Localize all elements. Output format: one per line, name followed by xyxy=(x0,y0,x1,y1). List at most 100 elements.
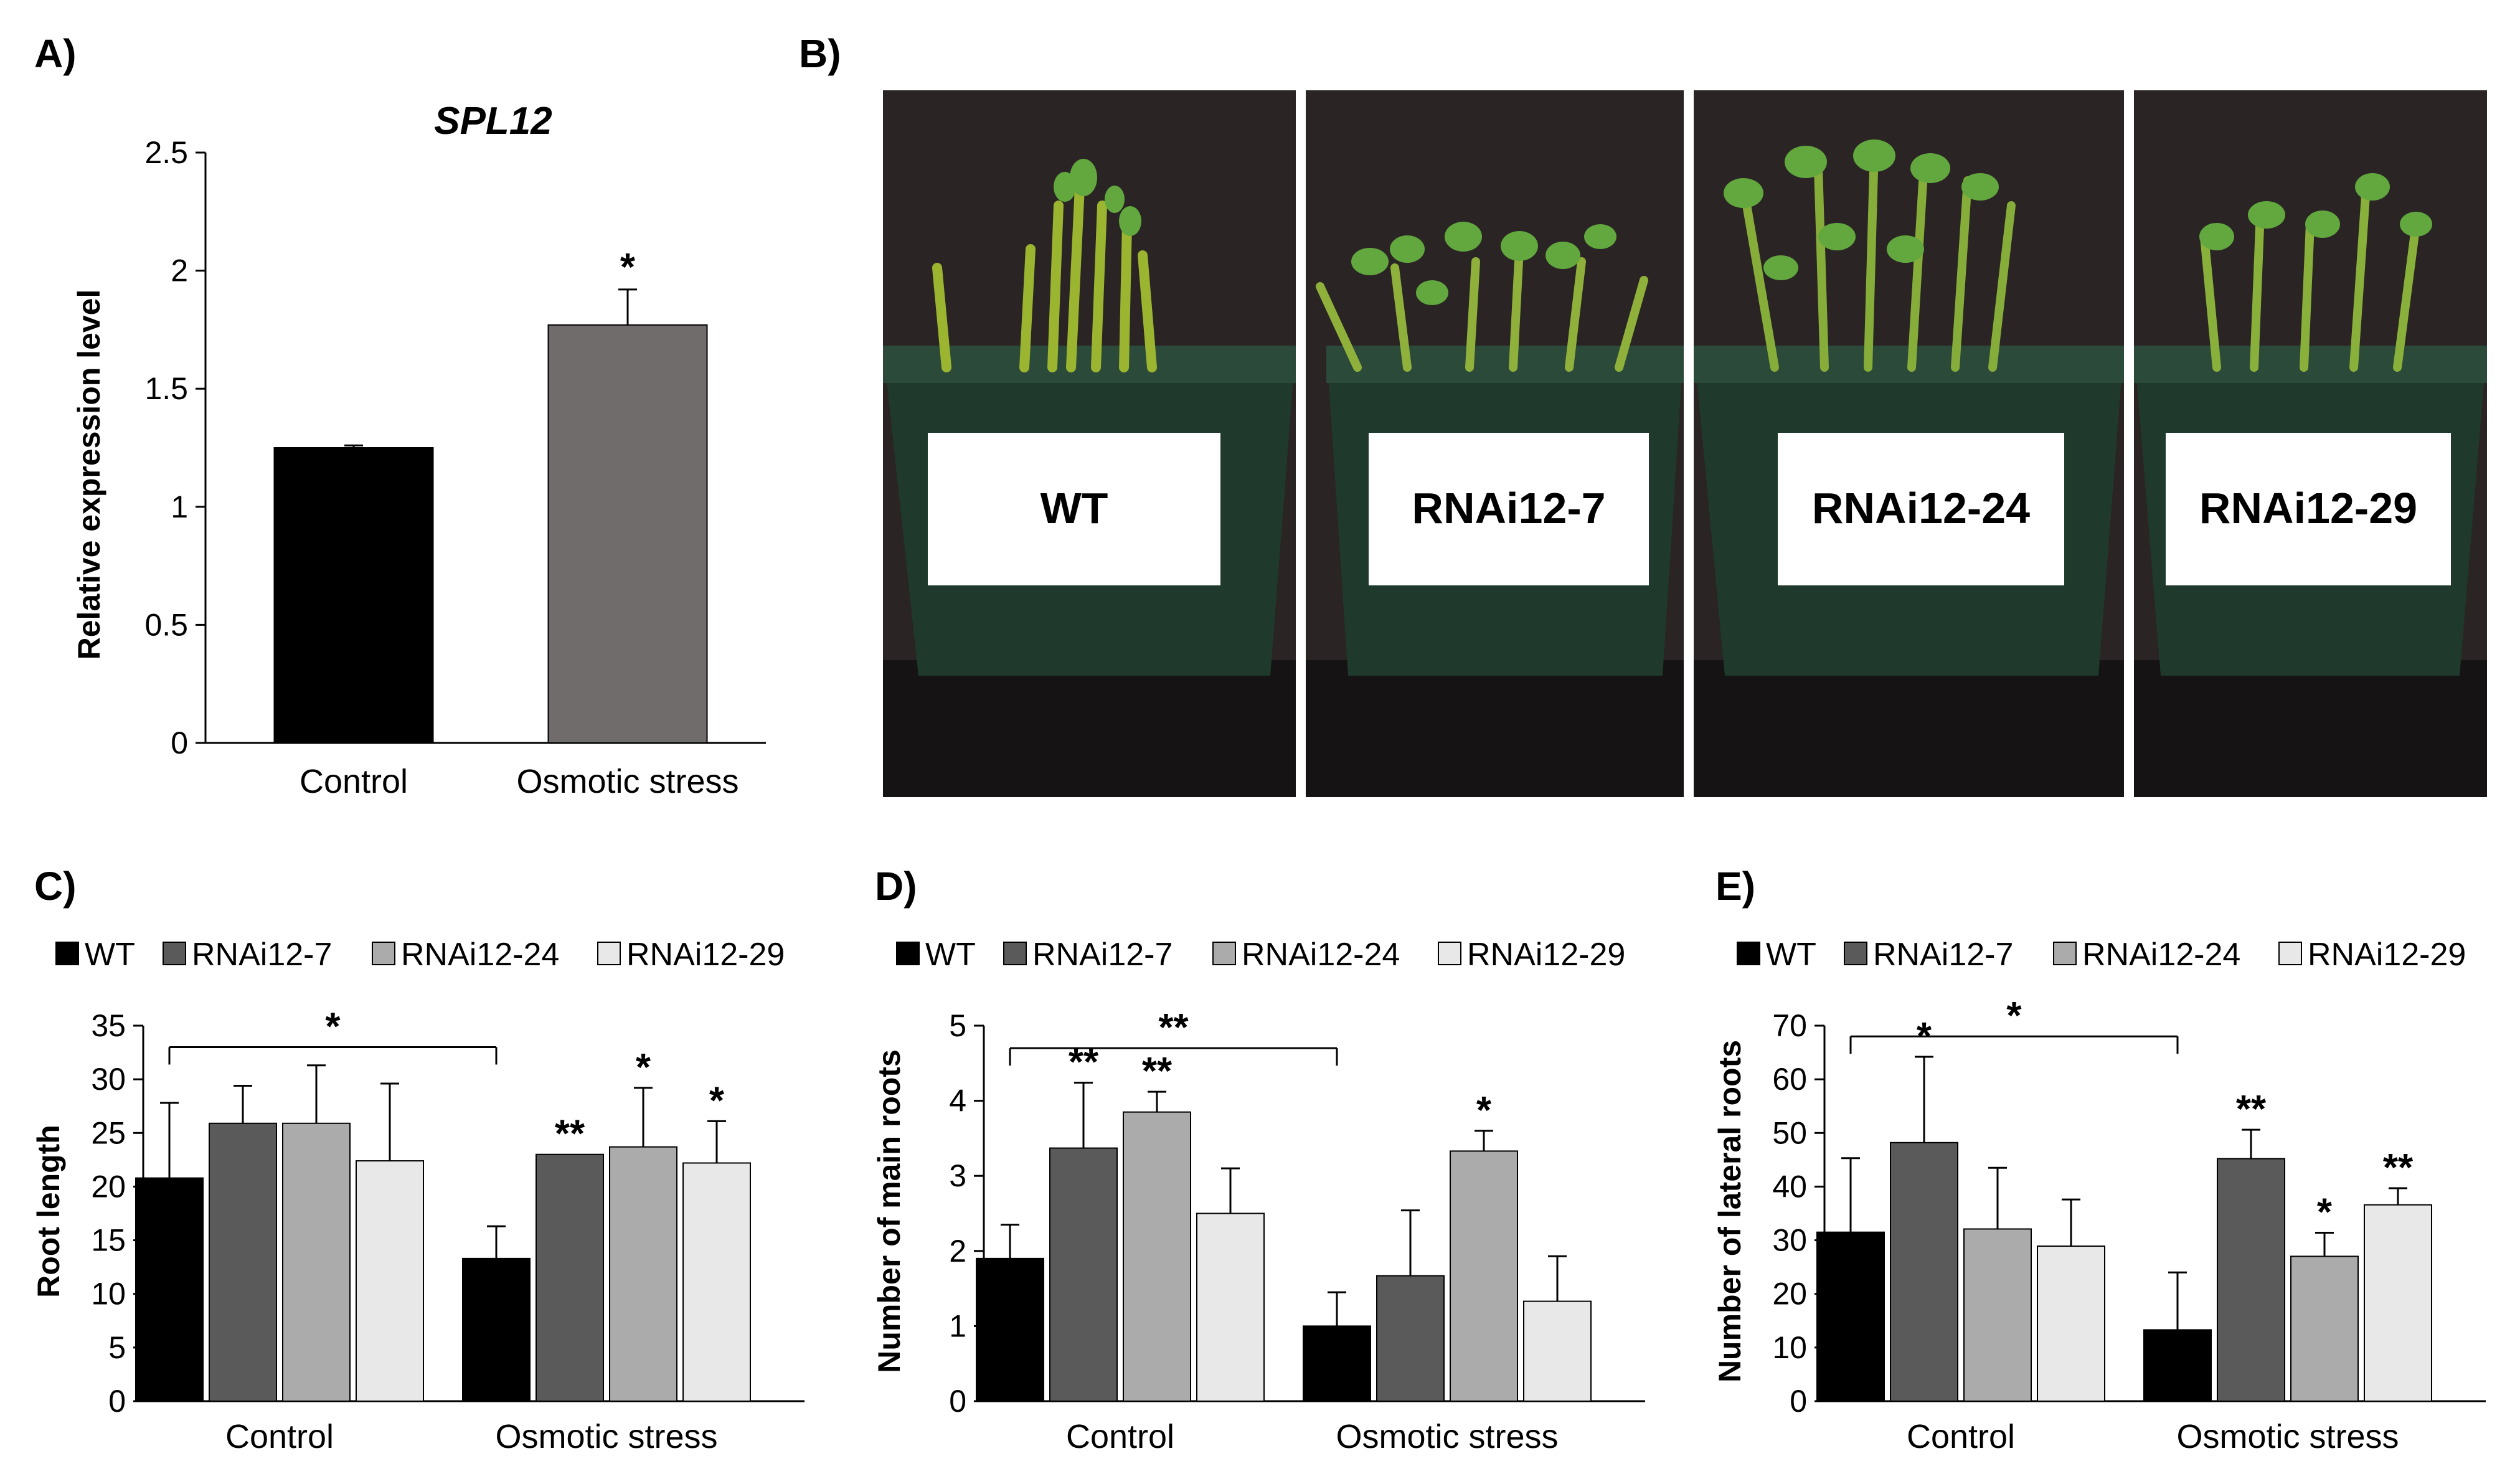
chart-c-root-length: Root length 0 5 10 15 20 25 30 35 WT RNAi12-7 RNAi… xyxy=(31,937,805,1455)
legend-swatch-rnai12-29 xyxy=(597,942,621,965)
y-tick-label: 2 xyxy=(949,1234,966,1269)
significance-label: ** xyxy=(1142,1050,1173,1093)
panel-letter-b: B) xyxy=(799,31,841,76)
legend-swatch-rnai12-7 xyxy=(1003,942,1027,965)
y-tick-label: 50 xyxy=(1772,1115,1807,1150)
bar-wt-osmotic-stress xyxy=(2143,1329,2212,1402)
x-category-label: Control xyxy=(1907,1418,2015,1455)
bar-rnai12-29-osmotic-stress xyxy=(682,1162,751,1402)
legend-swatch-wt xyxy=(55,942,79,965)
bar-wt-control xyxy=(1816,1231,1885,1402)
y-tick-label: 10 xyxy=(91,1277,126,1311)
legend-swatch-rnai12-7 xyxy=(1844,942,1867,965)
legend-swatch-rnai12-24 xyxy=(372,942,395,965)
bar-rnai12-24-control xyxy=(282,1122,351,1402)
photo-label-rnai12-7: RNAi12-7 xyxy=(1412,484,1605,532)
y-tick-label: 10 xyxy=(1772,1330,1807,1365)
legend-swatch-wt xyxy=(896,942,920,965)
legend-label-rnai12-29: RNAi12-29 xyxy=(2308,937,2466,973)
legend-label-rnai12-24: RNAi12-24 xyxy=(1242,937,1400,973)
legend-label-wt: WT xyxy=(925,937,976,973)
y-tick-label: 2.5 xyxy=(144,135,188,170)
panel-letter-d: D) xyxy=(875,864,917,909)
significance-label: * xyxy=(2317,1191,2333,1234)
photo-label-box xyxy=(1778,433,2064,585)
significance-label: * xyxy=(636,1046,651,1089)
legend-swatch-rnai12-7 xyxy=(163,942,186,965)
legend-label-rnai12-7: RNAi12-7 xyxy=(1032,937,1173,973)
photo-floor xyxy=(1694,660,2124,797)
y-tick-label: 2 xyxy=(171,253,188,288)
legend-swatch-rnai12-29 xyxy=(2278,942,2302,965)
plant-leaves xyxy=(1054,159,1141,236)
photo-panel-wt: WT xyxy=(883,90,1296,797)
plant-shoots xyxy=(1316,245,1648,372)
photo-panel-rnai12-29: RNAi12-29 xyxy=(2134,90,2487,797)
y-tick-label: 5 xyxy=(949,1008,966,1043)
chart-e-ylabel: Number of lateral roots xyxy=(1712,1040,1747,1382)
bar-rnai12-24-osmotic-stress xyxy=(2290,1255,2359,1402)
plant-shoots xyxy=(1739,145,2016,372)
bracket-significance: * xyxy=(325,1005,341,1048)
bar-rnai12-24-control xyxy=(1963,1228,2032,1402)
legend-label-rnai12-24: RNAi12-24 xyxy=(2082,937,2240,973)
y-tick-label: 20 xyxy=(91,1169,126,1204)
chart-d-ylabel: Number of main roots xyxy=(872,1049,907,1373)
bar-rnai12-24-osmotic-stress xyxy=(1450,1150,1518,1402)
significance-label: * xyxy=(709,1079,725,1122)
bar-rnai12-29-control xyxy=(2037,1245,2105,1402)
legend-label-rnai12-7: RNAi12-7 xyxy=(192,937,332,973)
bar-wt-osmotic-stress xyxy=(462,1257,531,1402)
legend-label-rnai12-29: RNAi12-29 xyxy=(1467,937,1625,973)
y-tick-label: 15 xyxy=(91,1223,126,1258)
legend-label-wt: WT xyxy=(85,937,135,973)
bar-rnai12-7-osmotic-stress xyxy=(2217,1158,2285,1402)
bar-rnai12-29-osmotic-stress xyxy=(2364,1204,2432,1402)
y-tick-label: 35 xyxy=(91,1008,126,1043)
plant-leaves xyxy=(2199,173,2432,250)
bar-rnai12-7-osmotic-stress xyxy=(536,1153,604,1402)
chart-c-ylabel: Root length xyxy=(31,1125,66,1298)
y-tick-label: 3 xyxy=(949,1158,966,1193)
photo-floor xyxy=(2134,660,2487,797)
legend-label-wt: WT xyxy=(1766,937,1816,973)
photo-panel-rnai12-7: RNAi12-7 xyxy=(1306,90,1684,797)
legend-swatch-wt xyxy=(1737,942,1760,965)
y-tick-label: 0 xyxy=(171,725,188,760)
y-tick-label: 30 xyxy=(1772,1223,1807,1258)
chart-d-main-roots: Number of main roots 0 1 2 3 4 5 WT RNAi12-7 RNA… xyxy=(872,937,1645,1455)
bar-rnai12-7-control xyxy=(209,1122,277,1402)
pot-rim xyxy=(883,346,1296,383)
chart-a-ylabel: Relative expression level xyxy=(72,290,106,660)
photo-floor xyxy=(883,660,1296,797)
photo-label-box xyxy=(2166,433,2451,585)
photo-panel-rnai12-24: RNAi12-24 xyxy=(1694,90,2124,797)
photo-label-wt: WT xyxy=(1041,484,1108,532)
y-tick-label: 40 xyxy=(1772,1169,1807,1204)
bar-wt-control xyxy=(135,1177,204,1402)
legend-label-rnai12-24: RNAi12-24 xyxy=(401,937,559,973)
y-tick-label: 25 xyxy=(91,1115,126,1150)
pot-rim xyxy=(1326,346,1684,383)
y-tick-label: 5 xyxy=(108,1330,126,1365)
x-category-label: Osmotic stress xyxy=(516,763,739,800)
y-tick-label: 0 xyxy=(949,1384,966,1419)
plant-leaves xyxy=(1351,222,1616,305)
y-tick-label: 0 xyxy=(108,1384,126,1419)
chart-a-expression: SPL12 Relative expression level 0 0.5 1 1.5… xyxy=(72,100,766,800)
significance-label: * xyxy=(620,246,636,289)
bar-rnai12-7-control xyxy=(1890,1141,1958,1402)
y-tick-label: 60 xyxy=(1772,1062,1807,1097)
significance-label: * xyxy=(1476,1089,1492,1132)
plant-shoots xyxy=(2200,182,2420,372)
significance-label: ** xyxy=(2236,1088,2267,1131)
legend-label-rnai12-7: RNAi12-7 xyxy=(1873,937,2013,973)
photo-floor xyxy=(1306,660,1684,797)
plant-photo: WT RNAi12-7 xyxy=(883,90,2487,797)
plant-shoots xyxy=(932,169,1157,372)
y-tick-label: 0 xyxy=(1790,1384,1807,1419)
legend-label-rnai12-29: RNAi12-29 xyxy=(626,937,785,973)
pot-rim xyxy=(2134,346,2487,383)
y-tick-label: 1.5 xyxy=(144,371,188,406)
legend-swatch-rnai12-24 xyxy=(1212,942,1236,965)
